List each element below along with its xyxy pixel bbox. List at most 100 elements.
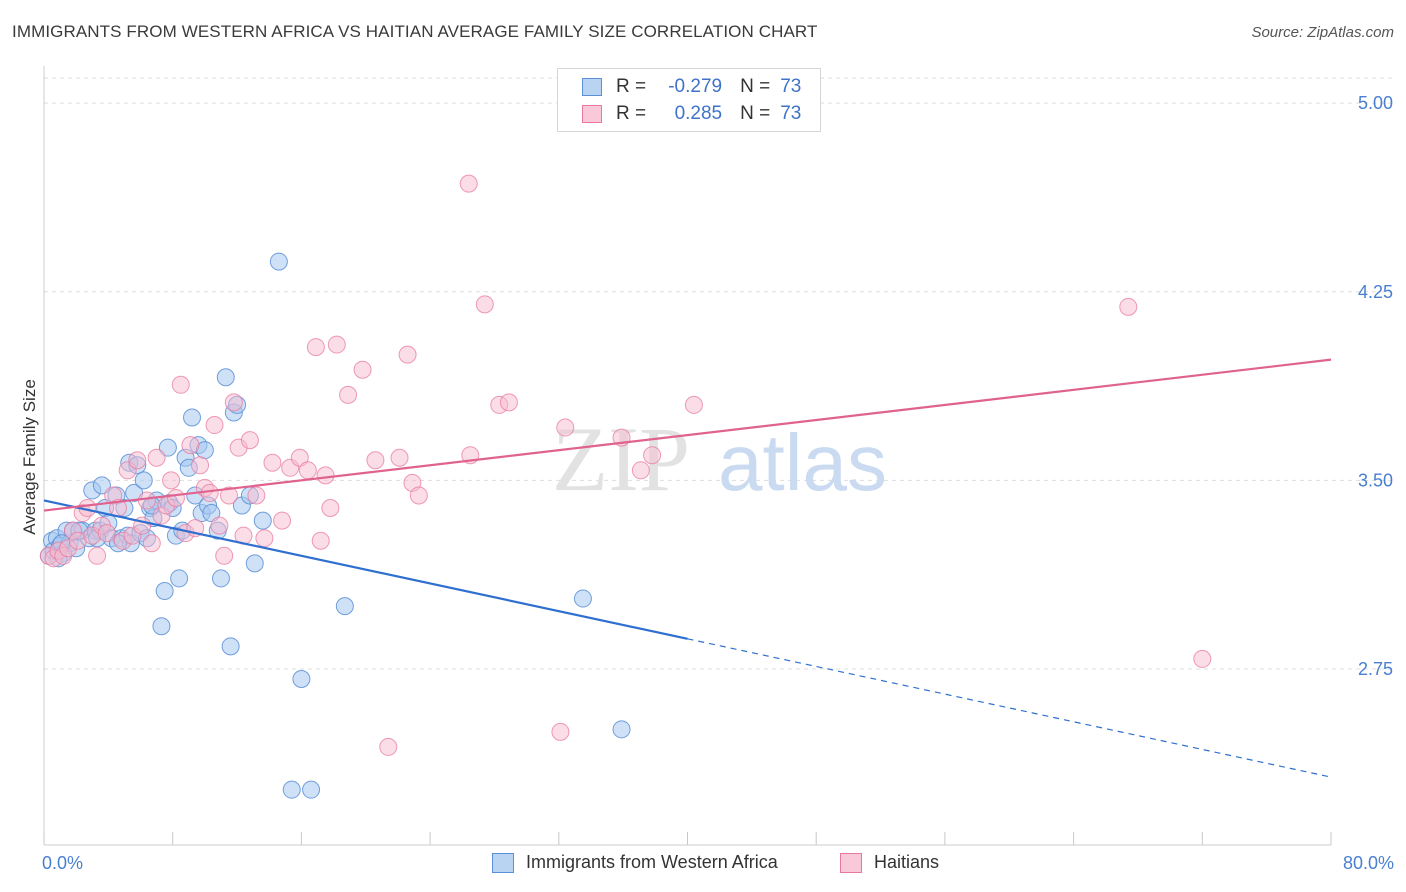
data-point-immigrants xyxy=(152,617,171,636)
watermark: ZIP atlas xyxy=(552,408,887,510)
trend-line-immigrants-extrapolated xyxy=(687,638,1332,778)
data-point-haitians xyxy=(306,338,325,357)
data-point-haitians xyxy=(162,471,181,490)
legend-r-label: R = xyxy=(616,76,647,97)
data-point-haitians xyxy=(255,529,274,548)
data-point-haitians xyxy=(684,395,703,414)
legend-item-immigrants: Immigrants from Western Africa xyxy=(492,852,778,873)
axes xyxy=(43,66,1332,846)
legend-swatch-blue xyxy=(492,852,514,873)
data-point-haitians xyxy=(353,360,372,379)
data-point-haitians xyxy=(273,511,292,530)
legend-label-immigrants: Immigrants from Western Africa xyxy=(526,852,778,872)
data-point-haitians xyxy=(556,418,575,437)
data-point-immigrants xyxy=(92,476,111,495)
data-point-haitians xyxy=(390,448,409,467)
data-point-haitians xyxy=(379,737,398,756)
data-point-haitians xyxy=(366,451,385,470)
data-point-haitians xyxy=(166,488,185,507)
legend-n-value: 73 xyxy=(780,76,802,97)
correlation-legend: R = -0.279 N = 73 R = 0.285 N = 73 xyxy=(557,68,821,132)
y-axis-label: Average Family Size xyxy=(20,379,39,535)
watermark-zip: ZIP xyxy=(552,408,690,510)
data-point-haitians xyxy=(137,491,156,510)
data-point-immigrants xyxy=(202,504,221,523)
trend-line-immigrants xyxy=(43,499,688,640)
data-point-immigrants xyxy=(292,670,311,689)
trend-line-haitians xyxy=(43,358,1332,512)
legend-r-value: 0.285 xyxy=(674,103,723,124)
data-point-haitians xyxy=(247,486,266,505)
data-point-haitians xyxy=(321,499,340,518)
data-point-haitians xyxy=(215,546,234,565)
data-point-haitians xyxy=(327,335,346,354)
series-immigrants-points xyxy=(39,252,631,799)
data-point-immigrants xyxy=(216,368,235,387)
legend-n-label: N = xyxy=(740,76,771,97)
data-point-haitians xyxy=(643,446,662,465)
data-point-immigrants xyxy=(183,408,202,427)
data-point-immigrants xyxy=(170,569,189,588)
watermark-atlas: atlas xyxy=(718,418,887,507)
series-legend: Immigrants from Western Africa Haitians xyxy=(0,852,1406,878)
data-point-haitians xyxy=(1193,649,1212,668)
data-point-haitians xyxy=(220,486,239,505)
data-point-immigrants xyxy=(158,438,177,457)
data-point-haitians xyxy=(210,516,229,535)
chart-title: IMMIGRANTS FROM WESTERN AFRICA VS HAITIA… xyxy=(12,22,818,41)
series-haitians-points xyxy=(39,174,1212,756)
y-tick-label: 2.75 xyxy=(1358,659,1393,679)
data-point-haitians xyxy=(290,448,309,467)
data-point-immigrants xyxy=(573,589,592,608)
y-tick-labels: 2.75 3.50 4.25 5.00 xyxy=(1358,93,1393,679)
legend-item-haitians: Haitians xyxy=(840,852,939,873)
data-point-immigrants xyxy=(134,471,153,490)
x-tick-label: 80.0% xyxy=(1343,853,1394,873)
y-tick-label: 4.25 xyxy=(1358,282,1393,302)
source-label: Source: ZipAtlas.com xyxy=(1251,24,1394,41)
legend-n-label: N = xyxy=(740,103,771,124)
data-point-haitians xyxy=(147,448,166,467)
data-point-haitians xyxy=(398,345,417,364)
data-point-haitians xyxy=(128,451,147,470)
data-point-haitians xyxy=(263,453,282,472)
x-tick-labels: 0.0% 80.0% xyxy=(42,853,1394,873)
data-point-haitians xyxy=(171,375,190,394)
data-point-haitians xyxy=(200,483,219,502)
data-point-haitians xyxy=(181,436,200,455)
data-point-haitians xyxy=(88,546,107,565)
data-point-haitians xyxy=(205,416,224,435)
trend-lines xyxy=(43,358,1332,778)
x-tick-label: 0.0% xyxy=(42,853,83,873)
data-point-haitians xyxy=(475,295,494,314)
data-point-immigrants xyxy=(245,554,264,573)
data-point-haitians xyxy=(459,174,478,193)
data-point-immigrants xyxy=(282,780,301,799)
data-point-haitians xyxy=(316,466,335,485)
y-tick-label: 5.00 xyxy=(1358,93,1393,113)
data-point-haitians xyxy=(631,461,650,480)
data-point-haitians xyxy=(339,385,358,404)
legend-n-value: 73 xyxy=(780,103,802,124)
y-tick-label: 3.50 xyxy=(1358,470,1393,490)
data-point-haitians xyxy=(551,722,570,741)
legend-r-label: R = xyxy=(616,103,647,124)
legend-row-haitians: R = 0.285 N = 73 xyxy=(582,101,801,127)
data-point-immigrants xyxy=(302,780,321,799)
data-point-haitians xyxy=(97,524,116,543)
data-point-haitians xyxy=(499,393,518,412)
data-point-immigrants xyxy=(269,252,288,271)
data-point-immigrants xyxy=(335,597,354,616)
data-point-haitians xyxy=(298,461,317,480)
legend-swatch-pink xyxy=(840,852,862,873)
legend-label-haitians: Haitians xyxy=(874,852,940,872)
data-point-haitians xyxy=(311,531,330,550)
data-point-immigrants xyxy=(253,511,272,530)
legend-r-value: -0.279 xyxy=(668,76,723,97)
data-point-immigrants xyxy=(211,569,230,588)
data-point-immigrants xyxy=(221,637,240,656)
data-point-haitians xyxy=(240,431,259,450)
data-point-haitians xyxy=(142,534,161,553)
data-point-immigrants xyxy=(612,720,631,739)
